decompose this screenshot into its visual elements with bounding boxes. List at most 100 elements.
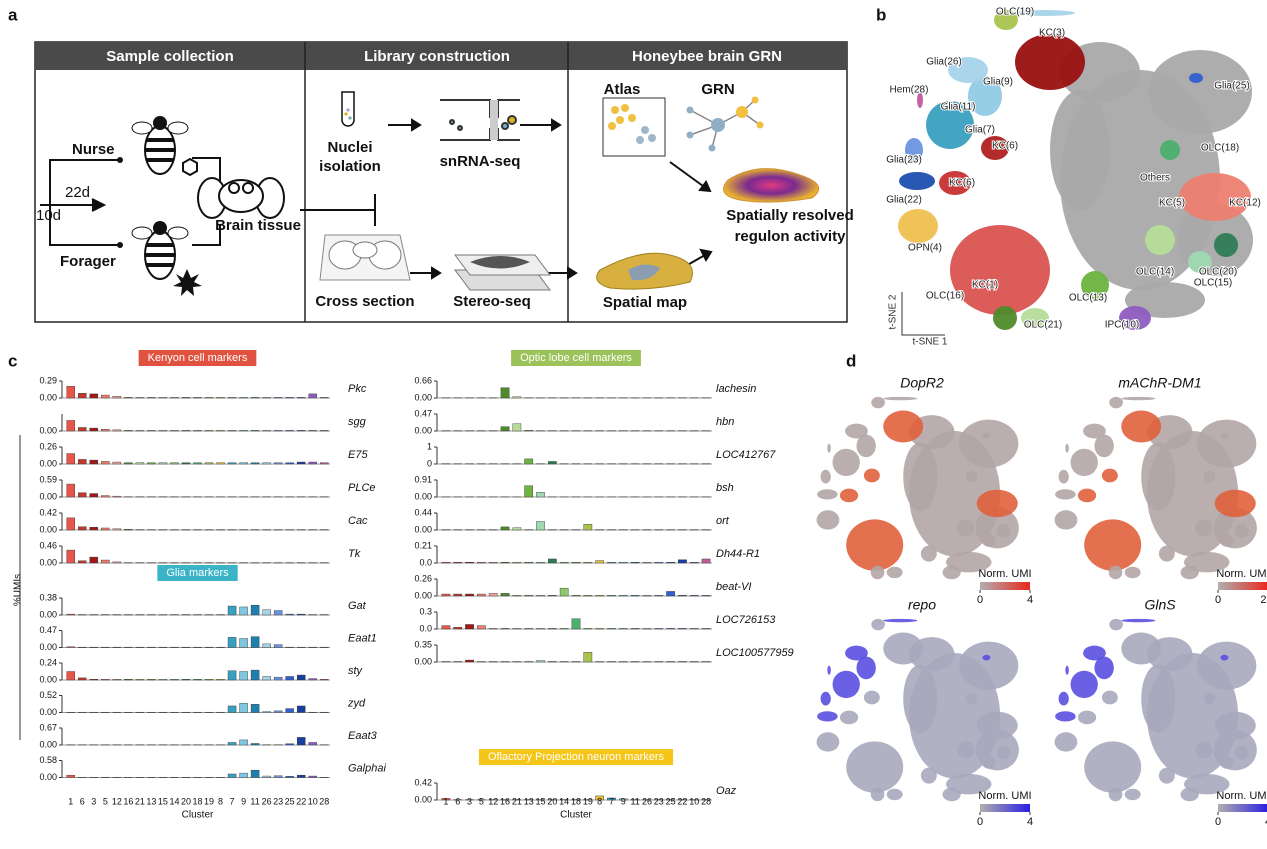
cluster-blob [1109,396,1123,409]
bar [512,396,522,399]
label: regulon activity [735,228,847,245]
cluster-blob [1158,767,1175,784]
bar [112,429,122,432]
bar [250,462,260,465]
tube-icon [341,91,355,127]
colorbar-tick-label: 4 [1265,816,1267,828]
bar [66,483,75,498]
bar [193,430,202,432]
cluster-blob [883,632,924,665]
bar [548,558,557,564]
bar [181,679,191,681]
tsne-axes [901,292,945,336]
x-tick-label: 19 [583,796,593,806]
label: Spatial map [603,294,687,311]
bar [689,595,699,597]
bar [666,561,675,564]
chip-icon [440,99,520,141]
stereo-icon [454,254,551,291]
cluster-blob [968,76,1002,116]
cluster-blob [1141,664,1176,733]
colorbar-tick-label: 0 [1215,816,1221,828]
cluster-blob [817,711,838,722]
bar [524,458,534,465]
cluster-blob [845,423,868,439]
bar [285,430,294,432]
cluster-blob [1083,645,1106,661]
x-tick-label: 11 [250,796,259,806]
cluster-label: KC(5) [1159,198,1185,209]
bar [654,595,664,597]
bar [571,561,581,564]
x-tick-label: 11 [630,796,639,806]
x-tick-label: 15 [536,796,546,806]
bar [273,676,283,681]
cluster-blob [1065,443,1069,453]
gene-label: sty [348,665,364,677]
gene-label: Gat [348,600,367,612]
bar [512,423,522,432]
bar [170,679,179,681]
bar [78,492,87,498]
label: Nuclei [327,139,372,156]
bar [524,485,534,498]
bar [78,427,87,432]
bar [89,526,99,531]
cluster-label: IPC(10) [1105,320,1139,331]
cluster-blob [982,654,991,661]
cluster-blob [1180,787,1199,802]
group-title: Kenyon cell markers [148,352,248,364]
bar [250,704,260,713]
y-tick-label: 0.26 [414,573,432,583]
bar [524,561,534,564]
panel-b: t-SNE 2 t-SNE 1 [888,292,948,348]
bar [193,679,202,681]
x-tick-label: 26 [262,796,272,806]
x-tick-label: 3 [467,796,472,806]
label: Spatially resolved [726,207,854,224]
bar [308,461,317,465]
cluster-blob [856,434,876,458]
bar [250,743,260,746]
bar [262,430,271,432]
bar [227,637,237,648]
y-tick-label: 0 [427,458,432,468]
cluster-label: OLC(20) [1199,267,1237,278]
x-tick-label: 16 [123,796,133,806]
cluster-blob [1179,173,1251,221]
bar [124,679,133,681]
bar [158,679,168,681]
bar [135,397,145,399]
cluster-blob [1121,396,1156,401]
label: Forager [60,253,116,270]
panel-label: c [8,351,17,370]
x-tick-label: 22 [677,796,687,806]
bar [512,561,522,564]
cluster-label: Glia(9) [983,77,1013,88]
cluster-blob [903,442,938,511]
bar [101,527,110,531]
bar [536,561,545,564]
cluster-blob [827,665,831,675]
bar [262,711,271,713]
bar [583,628,593,630]
label: GRN [701,81,734,98]
bee-icon [131,221,202,296]
cluster-blob [899,172,935,190]
bar [66,549,75,564]
cluster-blob [1077,710,1097,725]
bar [296,705,306,713]
bar [204,679,214,681]
bar [216,679,225,681]
bar [642,595,652,597]
bar [124,430,133,432]
bar [124,528,133,531]
y-tick-label: 0.3 [419,606,432,616]
bar [227,462,237,465]
bar [500,628,510,630]
y-tick-label: 0.00 [39,707,57,717]
bar [158,397,168,399]
panel-d: DopR2 Norm. UMI 0 4 mAChR-DM1 Norm. UMI 0 2.5 re… [816,375,1267,828]
header: Sample collection [106,48,234,65]
bar [500,426,510,432]
